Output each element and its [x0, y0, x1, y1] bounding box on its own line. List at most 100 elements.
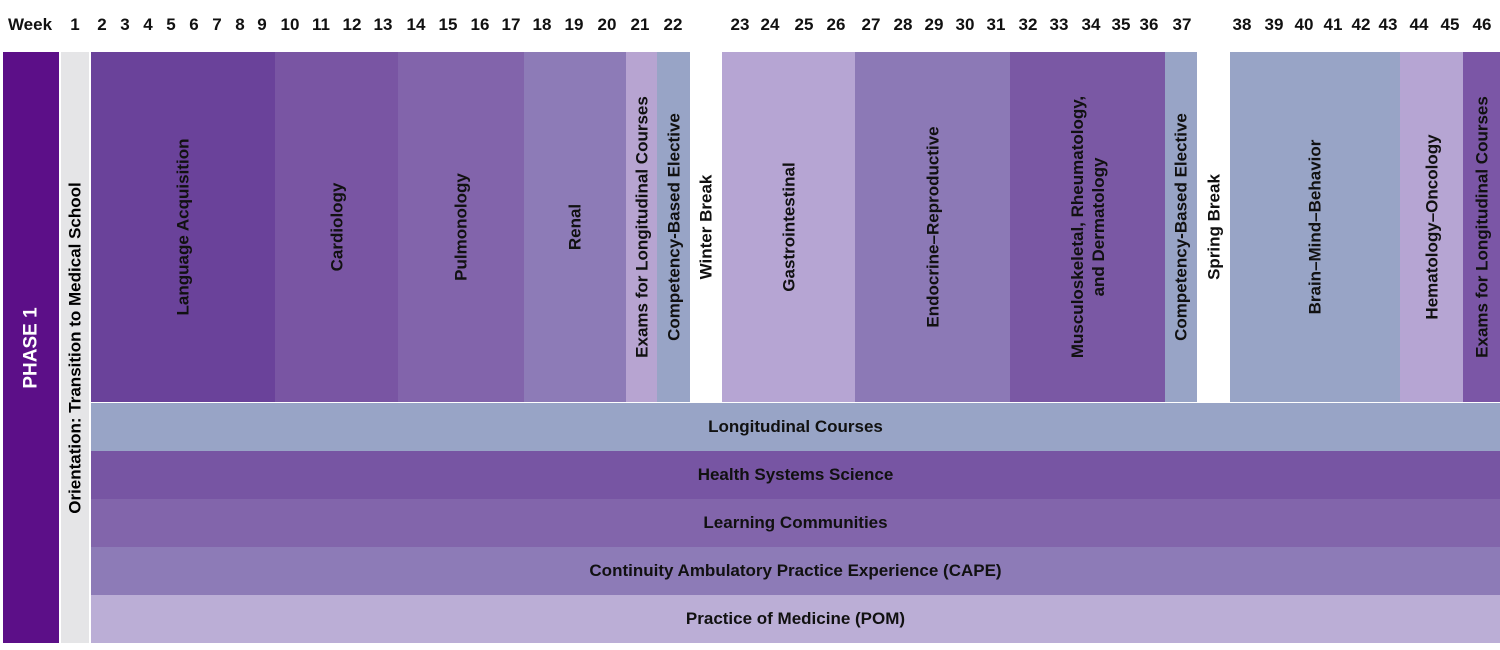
block-label: Renal — [565, 204, 586, 250]
week-number: 14 — [406, 15, 426, 34]
block-label: Winter Break — [696, 175, 717, 280]
week-number: 42 — [1351, 15, 1371, 34]
block-musculoskeletal: Musculoskeletal, Rheumatology, and Dermat… — [1010, 52, 1165, 402]
week-number: 16 — [470, 15, 490, 34]
week-number: 18 — [532, 15, 552, 34]
week-number: 12 — [342, 15, 362, 34]
week-number: 1 — [70, 15, 80, 34]
week-number: 17 — [501, 15, 521, 34]
week-number: 32 — [1018, 15, 1038, 34]
week-number: 44 — [1409, 15, 1429, 34]
course-row-label: Longitudinal Courses — [708, 417, 883, 436]
week-number: 34 — [1081, 15, 1101, 34]
block-label-line: Competency-Based Elective — [1171, 113, 1191, 341]
block-label-line: Cardiology — [327, 182, 346, 272]
block-label: Language Acquisition — [173, 139, 194, 316]
block-competency-elective-2: Competency-Based Elective — [1165, 52, 1197, 402]
week-number: 38 — [1232, 15, 1252, 34]
week-number: 9 — [257, 15, 267, 34]
block-endocrine-reproductive: Endocrine–Reproductive — [855, 52, 1010, 402]
block-gastrointestinal: Gastrointestinal — [722, 52, 855, 402]
block-label-line: Renal — [565, 203, 585, 251]
block-exams-longitudinal-1: Exams for Longitudinal Courses — [626, 52, 657, 402]
block-label: Pulmonology — [451, 173, 472, 281]
block-winter-break: Winter Break — [690, 52, 722, 402]
week-number: 33 — [1049, 15, 1069, 34]
course-row-cape: Continuity Ambulatory Practice Experienc… — [91, 547, 1500, 595]
week-number: 46 — [1472, 15, 1492, 34]
block-label-line: Winter Break — [696, 174, 716, 280]
header-divider — [0, 49, 1500, 51]
week-number: 3 — [120, 15, 130, 34]
block-label: Exams for Longitudinal Courses — [631, 96, 652, 358]
week-number: 31 — [986, 15, 1006, 34]
phase-label-bar: PHASE 1 — [3, 52, 59, 643]
block-label: Hematology–Oncology — [1421, 134, 1442, 319]
week-header-label: Week — [7, 15, 53, 34]
block-spring-break: Spring Break — [1197, 52, 1230, 402]
block-language-acquisition: Language Acquisition — [91, 52, 275, 402]
week-number: 35 — [1111, 15, 1131, 34]
block-label: Competency-Based Elective — [1171, 113, 1192, 341]
week-number: 26 — [826, 15, 846, 34]
block-label: Spring Break — [1203, 174, 1224, 280]
block-label-line: Brain–Mind–Behavior — [1305, 139, 1325, 315]
block-label: Cardiology — [326, 183, 347, 272]
block-exams-longitudinal-2: Exams for Longitudinal Courses — [1463, 52, 1500, 402]
block-hematology-oncology: Hematology–Oncology — [1400, 52, 1463, 402]
week-number: 20 — [597, 15, 617, 34]
block-label: Gastrointestinal — [778, 162, 799, 291]
week-number: 27 — [861, 15, 881, 34]
week-number: 25 — [794, 15, 814, 34]
week-number: 24 — [760, 15, 780, 34]
course-row-learning-communities: Learning Communities — [91, 499, 1500, 547]
orientation-bar: Orientation: Transition to Medical Schoo… — [61, 52, 89, 643]
week-number: 4 — [143, 15, 153, 34]
block-label-line: Competency-Based Elective — [664, 113, 683, 341]
block-label-line: Exams for Longitudinal Courses — [1472, 96, 1491, 358]
week-number: 13 — [373, 15, 393, 34]
week-number: 37 — [1172, 15, 1192, 34]
week-number: 11 — [312, 15, 330, 34]
course-row-longitudinal-courses: Longitudinal Courses — [91, 403, 1500, 451]
course-row-health-systems-science: Health Systems Science — [91, 451, 1500, 499]
block-label-line: Musculoskeletal, Rheumatology, — [1067, 95, 1087, 359]
week-number: 6 — [189, 15, 199, 34]
block-label-line: Gastrointestinal — [779, 162, 798, 292]
week-number: 28 — [893, 15, 913, 34]
block-competency-elective-1: Competency-Based Elective — [657, 52, 690, 402]
block-pulmonology: Pulmonology — [398, 52, 524, 402]
week-number: 29 — [924, 15, 944, 34]
block-label: Competency-Based Elective — [663, 113, 684, 341]
week-number: 7 — [212, 15, 222, 34]
week-number: 21 — [630, 15, 650, 34]
block-label-line: and Dermatology — [1088, 157, 1108, 297]
week-number: 39 — [1264, 15, 1284, 34]
week-number: 23 — [730, 15, 750, 34]
block-renal: Renal — [524, 52, 626, 402]
week-number: 43 — [1378, 15, 1398, 34]
week-number: 19 — [564, 15, 584, 34]
week-number: 15 — [438, 15, 458, 34]
course-row-label: Continuity Ambulatory Practice Experienc… — [589, 561, 1002, 580]
course-row-label: Health Systems Science — [697, 465, 894, 484]
block-label: Musculoskeletal, Rheumatology, and Dermat… — [1067, 96, 1109, 358]
block-label-line: Exams for Longitudinal Courses — [632, 96, 651, 358]
week-number: 40 — [1294, 15, 1314, 34]
block-label-line: Endocrine–Reproductive — [923, 126, 942, 328]
phase-label: PHASE 1 — [20, 306, 42, 389]
week-number: 10 — [280, 15, 300, 34]
block-label: Exams for Longitudinal Courses — [1471, 96, 1492, 358]
block-label-line: Language Acquisition — [173, 138, 193, 316]
orientation-label: Orientation: Transition to Medical Schoo… — [65, 181, 85, 514]
block-label: Brain–Mind–Behavior — [1305, 140, 1326, 315]
week-number: 45 — [1440, 15, 1460, 34]
week-number: 8 — [235, 15, 245, 34]
block-brain-mind-behavior: Brain–Mind–Behavior — [1230, 52, 1400, 402]
course-row-label: Learning Communities — [703, 513, 888, 532]
week-number: 30 — [955, 15, 975, 34]
course-row-label: Practice of Medicine (POM) — [685, 609, 906, 628]
week-number: 2 — [97, 15, 107, 34]
block-label: Endocrine–Reproductive — [922, 126, 943, 327]
